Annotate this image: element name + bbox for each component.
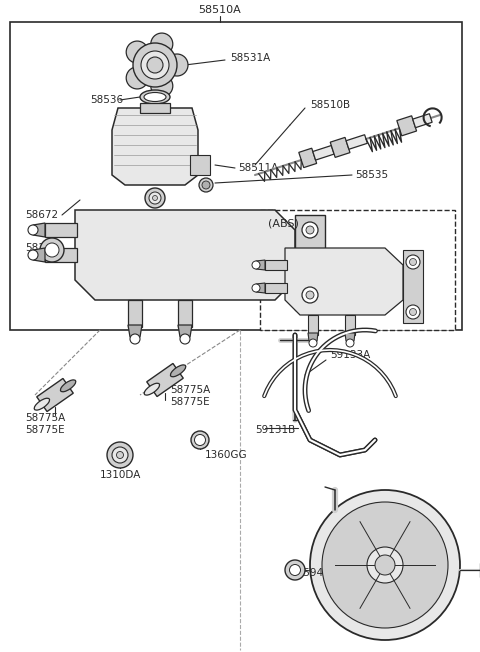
Circle shape bbox=[306, 226, 314, 234]
Circle shape bbox=[126, 67, 148, 89]
Polygon shape bbox=[345, 333, 355, 341]
Polygon shape bbox=[256, 260, 265, 270]
Text: (ABS): (ABS) bbox=[268, 219, 299, 229]
Circle shape bbox=[28, 225, 38, 235]
Polygon shape bbox=[403, 250, 423, 323]
Ellipse shape bbox=[60, 380, 76, 392]
Text: 1360GG: 1360GG bbox=[205, 450, 248, 460]
Ellipse shape bbox=[140, 90, 170, 104]
Circle shape bbox=[126, 41, 148, 63]
Polygon shape bbox=[33, 223, 45, 237]
Circle shape bbox=[375, 555, 395, 575]
Circle shape bbox=[252, 284, 260, 292]
Circle shape bbox=[151, 75, 173, 97]
Polygon shape bbox=[147, 363, 183, 396]
Text: 58510A: 58510A bbox=[199, 5, 241, 15]
Circle shape bbox=[302, 222, 318, 238]
Polygon shape bbox=[313, 145, 334, 160]
Text: 58536: 58536 bbox=[90, 95, 123, 105]
Text: 58531A: 58531A bbox=[230, 53, 270, 63]
Circle shape bbox=[302, 287, 318, 303]
Text: 58775E: 58775E bbox=[170, 397, 210, 407]
Circle shape bbox=[28, 250, 38, 260]
Polygon shape bbox=[75, 210, 295, 300]
Ellipse shape bbox=[144, 93, 166, 102]
Circle shape bbox=[367, 547, 403, 583]
Circle shape bbox=[112, 447, 128, 463]
Text: 58510B: 58510B bbox=[310, 100, 350, 110]
Circle shape bbox=[252, 261, 260, 269]
Bar bbox=[265, 260, 287, 270]
Bar bbox=[178, 300, 192, 327]
Bar bbox=[128, 300, 142, 327]
Polygon shape bbox=[190, 155, 210, 175]
Circle shape bbox=[166, 54, 188, 76]
Circle shape bbox=[145, 188, 165, 208]
Circle shape bbox=[130, 334, 140, 344]
Bar bbox=[345, 315, 355, 335]
Circle shape bbox=[406, 305, 420, 319]
Circle shape bbox=[149, 192, 161, 204]
Polygon shape bbox=[37, 378, 73, 411]
Bar bbox=[260, 210, 455, 330]
Polygon shape bbox=[308, 333, 318, 341]
Ellipse shape bbox=[170, 365, 186, 377]
Bar bbox=[45, 223, 77, 237]
Circle shape bbox=[309, 339, 317, 347]
Circle shape bbox=[199, 178, 213, 192]
Circle shape bbox=[285, 560, 305, 580]
Polygon shape bbox=[299, 148, 317, 168]
Text: 58511A: 58511A bbox=[238, 163, 278, 173]
Circle shape bbox=[153, 196, 157, 201]
Circle shape bbox=[147, 57, 163, 73]
Text: 58594: 58594 bbox=[290, 568, 323, 578]
Text: 58775A: 58775A bbox=[25, 413, 65, 423]
Text: 59133A: 59133A bbox=[330, 350, 370, 360]
Text: 1310DA: 1310DA bbox=[100, 470, 142, 480]
Circle shape bbox=[141, 51, 169, 79]
Polygon shape bbox=[346, 135, 367, 149]
Text: 58125: 58125 bbox=[25, 243, 58, 253]
Polygon shape bbox=[285, 248, 403, 315]
Circle shape bbox=[322, 502, 448, 628]
Polygon shape bbox=[295, 215, 325, 310]
Circle shape bbox=[409, 258, 417, 265]
Circle shape bbox=[306, 291, 314, 299]
Polygon shape bbox=[397, 116, 417, 136]
Text: 58775E: 58775E bbox=[25, 425, 65, 435]
Text: 58535: 58535 bbox=[355, 170, 388, 180]
Polygon shape bbox=[256, 283, 265, 293]
Circle shape bbox=[151, 33, 173, 55]
Circle shape bbox=[107, 442, 133, 468]
Circle shape bbox=[346, 339, 354, 347]
Bar bbox=[265, 283, 287, 293]
Polygon shape bbox=[128, 325, 142, 337]
Circle shape bbox=[191, 431, 209, 449]
Ellipse shape bbox=[34, 398, 49, 410]
Text: 58672: 58672 bbox=[25, 210, 58, 220]
Polygon shape bbox=[178, 325, 192, 337]
Circle shape bbox=[117, 451, 123, 458]
Circle shape bbox=[202, 181, 210, 189]
Circle shape bbox=[180, 334, 190, 344]
Polygon shape bbox=[330, 138, 350, 157]
Circle shape bbox=[133, 43, 177, 87]
Bar bbox=[140, 103, 170, 113]
Text: 59131B: 59131B bbox=[255, 425, 295, 435]
Text: 58775A: 58775A bbox=[170, 385, 210, 395]
Circle shape bbox=[406, 255, 420, 269]
Polygon shape bbox=[112, 108, 198, 185]
Bar bbox=[308, 315, 318, 335]
Circle shape bbox=[409, 308, 417, 316]
Circle shape bbox=[310, 490, 460, 640]
Bar bbox=[45, 248, 77, 262]
Circle shape bbox=[40, 238, 64, 262]
Polygon shape bbox=[413, 113, 432, 128]
Circle shape bbox=[194, 434, 205, 445]
Ellipse shape bbox=[144, 383, 159, 395]
Circle shape bbox=[45, 243, 59, 257]
Polygon shape bbox=[33, 248, 45, 262]
Circle shape bbox=[289, 565, 300, 576]
Bar bbox=[10, 22, 462, 330]
